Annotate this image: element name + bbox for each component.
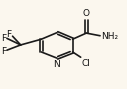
Text: O: O [83,9,90,18]
Text: F: F [6,30,11,39]
Text: NH₂: NH₂ [101,32,118,41]
Text: N: N [54,60,60,69]
Text: Cl: Cl [82,59,91,68]
Text: F: F [1,47,6,56]
Text: F: F [1,34,6,43]
